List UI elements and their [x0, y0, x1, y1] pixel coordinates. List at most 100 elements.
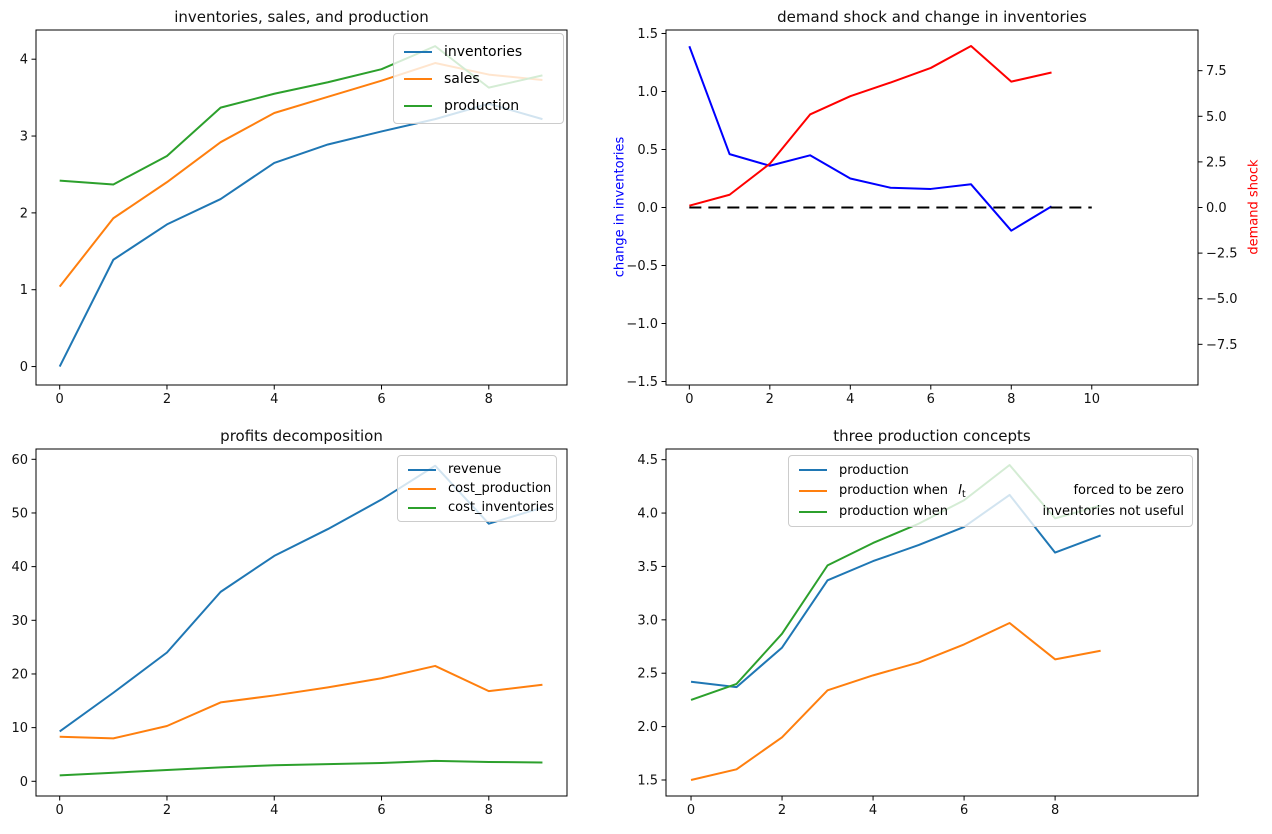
legend-label-part: cost_inventories	[448, 500, 555, 515]
legend-line-swatch	[408, 506, 436, 509]
series-line-demand-shock	[689, 45, 1052, 207]
y-tick-label: 4.0	[637, 507, 658, 522]
x-tick-label: 6	[927, 392, 935, 407]
right-y-tick-label: 5.0	[1206, 110, 1227, 125]
legend-label: revenue	[448, 462, 548, 477]
legend-label-part: I	[958, 483, 963, 499]
x-tick-label: 4	[270, 803, 278, 818]
x-tick-label: 0	[687, 803, 695, 818]
x-tick-label: 2	[163, 803, 171, 818]
x-tick-label: 2	[766, 392, 774, 407]
legend-entry: sales	[404, 71, 555, 87]
y-tick-label: 1.5	[637, 27, 658, 42]
legend-label: cost_inventories	[448, 500, 554, 515]
right-y-tick-label: −5.0	[1206, 292, 1238, 307]
y-tick-label: 60	[11, 453, 28, 468]
x-tick-label: 4	[846, 392, 854, 407]
x-tick-label: 8	[1051, 803, 1059, 818]
series-line-change-in-inventories	[688, 45, 1053, 232]
y-tick-label: 4	[20, 53, 28, 68]
y-tick-label: 1.5	[637, 773, 658, 788]
y-tick-label: 2	[20, 206, 28, 221]
panel-title-top-right: demand shock and change in inventories	[777, 8, 1087, 26]
x-tick-label: 6	[960, 803, 968, 818]
legend-label: production	[444, 98, 555, 114]
x-tick-label: 8	[485, 392, 493, 407]
legend-label-part: revenue	[448, 462, 502, 477]
x-tick-label: 0	[685, 392, 693, 407]
y-tick-label: 0	[20, 775, 28, 790]
panel-top-right: 0 2 4 6 8 10 −1.5 −1.0 −0.5 0.0 0.5 1.0 1.5 −7.5 −5.0 −…	[626, 27, 1237, 407]
legend-label-part: inventories not useful	[1042, 504, 1184, 520]
legend-label-part: sales	[444, 70, 480, 87]
legend-label: production when inventories not useful	[839, 504, 1184, 519]
panel-bottom-right: 0 2 4 6 8 1.5 2.0 2.5 3.0 3.5 4.0 4.5	[637, 448, 1199, 818]
right-axis-label-demand-shock: demand shock	[1246, 159, 1262, 255]
x-tick-label: 2	[778, 803, 786, 818]
x-tick-label: 4	[869, 803, 877, 818]
y-tick-label: −1.0	[626, 317, 658, 332]
y-tick-label: 4.5	[637, 453, 658, 468]
legend-label-part: forced to be zero	[1073, 483, 1184, 499]
x-tick-label: 8	[485, 803, 493, 818]
right-y-tick-label: 2.5	[1206, 155, 1227, 170]
legend-bottom-left: revenue cost_production cost_inventories	[397, 455, 557, 522]
y-tick-label: 50	[11, 506, 28, 521]
y-tick-label: 0.0	[637, 201, 658, 216]
legend-entry: cost_production	[408, 481, 552, 496]
legend-line-swatch	[404, 77, 432, 80]
panel-title-bottom-left: profits decomposition	[220, 427, 383, 445]
x-tick-label: 6	[377, 392, 385, 407]
x-tick-label: 2	[163, 392, 171, 407]
x-tick-label: 0	[56, 392, 64, 407]
axes-spines	[35, 448, 568, 797]
legend-line-swatch	[799, 469, 827, 472]
x-tick-label: 0	[56, 803, 64, 818]
axes-spines	[665, 448, 1199, 797]
series-line-inventories	[58, 102, 543, 368]
y-tick-label: 40	[11, 560, 28, 575]
x-tick-label: 10	[1083, 392, 1100, 407]
legend-entry: revenue	[408, 462, 548, 477]
y-tick-label: 0	[20, 360, 28, 375]
right-y-tick-label: 7.5	[1206, 64, 1227, 79]
y-tick-label: 10	[11, 721, 28, 736]
legend-line-swatch	[799, 489, 827, 492]
legend-label-part: cost_production	[448, 481, 552, 496]
series-line-production-when-i-t-forced-to-be-zero	[690, 622, 1101, 781]
legend-line-swatch	[408, 487, 436, 490]
legend-label: sales	[444, 71, 555, 87]
y-tick-label: 1	[20, 283, 28, 298]
legend-label-part: inventories	[444, 43, 523, 60]
legend-entry: production	[404, 98, 555, 114]
y-tick-label: 2.5	[637, 667, 658, 682]
y-tick-label: 20	[11, 667, 28, 682]
panel-title-bottom-right: three production concepts	[833, 427, 1031, 445]
axes-spines	[665, 29, 1199, 386]
x-tick-label: 6	[377, 803, 385, 818]
legend-label-part: production when	[839, 483, 953, 499]
left-axis-label-change-in-inventories: change in inventories	[612, 136, 628, 278]
right-y-tick-label: −2.5	[1206, 247, 1238, 262]
y-tick-label: 3	[20, 130, 28, 145]
y-tick-label: 3.0	[637, 613, 658, 628]
legend-line-swatch	[404, 50, 432, 53]
legend-label-part: production	[444, 97, 520, 114]
y-tick-label: 1.0	[637, 85, 658, 100]
y-tick-label: −0.5	[626, 259, 658, 274]
x-tick-label: 4	[270, 392, 278, 407]
series-line-cost-production	[59, 664, 543, 740]
legend-line-swatch	[408, 468, 436, 471]
axes-spines	[35, 29, 568, 386]
legend-line-swatch	[404, 104, 432, 107]
legend-label: inventories	[444, 44, 555, 60]
legend-entry: production	[799, 463, 1184, 478]
y-tick-label: 3.5	[637, 560, 658, 575]
legend-label: production	[839, 463, 1184, 478]
series-line-cost-inventories	[59, 759, 543, 777]
legend-label-part: production	[839, 462, 909, 478]
